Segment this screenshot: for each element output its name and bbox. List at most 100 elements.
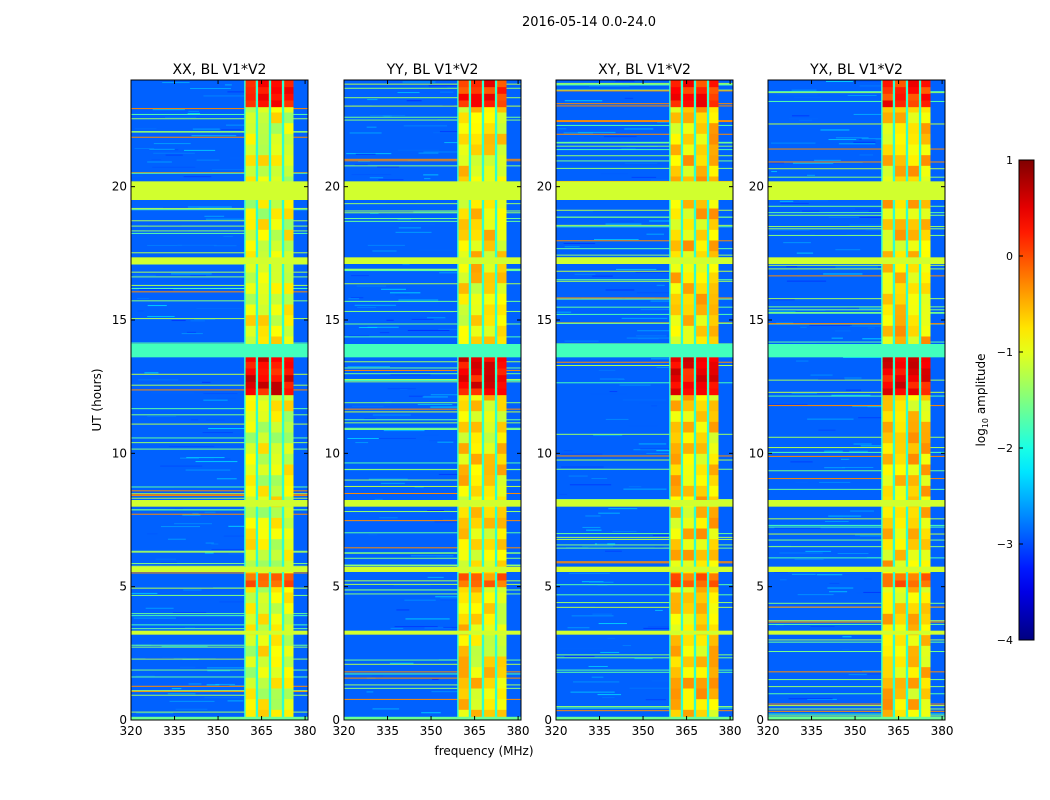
time-feature-edge bbox=[768, 716, 945, 720]
channel-cell bbox=[471, 656, 482, 668]
y-tick-label: 15 bbox=[537, 313, 552, 327]
streak-line bbox=[768, 671, 945, 673]
channel-cell bbox=[908, 421, 919, 433]
noise-cell bbox=[147, 415, 177, 417]
channel-cell bbox=[284, 432, 294, 444]
noise-cell bbox=[774, 527, 821, 529]
rfi-cell bbox=[271, 580, 282, 588]
rfi-cell bbox=[458, 388, 469, 396]
channel-cell bbox=[709, 645, 719, 657]
channel-cell bbox=[484, 421, 495, 433]
channel-cell bbox=[683, 645, 694, 657]
streak-line bbox=[556, 240, 733, 242]
channel-cell bbox=[258, 325, 269, 337]
streak-line bbox=[768, 312, 945, 314]
channel-cell bbox=[921, 485, 931, 497]
noise-cell bbox=[646, 233, 664, 235]
noise-cell bbox=[349, 463, 359, 465]
streak-line bbox=[768, 436, 945, 438]
y-tick-label: 20 bbox=[749, 180, 764, 194]
rfi-cell bbox=[696, 100, 707, 108]
noise-cell bbox=[636, 292, 682, 294]
noise-cell bbox=[844, 681, 862, 683]
noise-cell bbox=[651, 405, 658, 407]
rfi-cell bbox=[895, 573, 906, 581]
channel-cell bbox=[696, 250, 707, 262]
streak-line bbox=[556, 606, 733, 608]
channel-cell bbox=[258, 261, 269, 273]
channel-cell bbox=[458, 336, 469, 348]
channel-cell bbox=[458, 592, 469, 604]
noise-cell bbox=[419, 434, 439, 436]
noise-cell bbox=[133, 617, 176, 619]
rfi-cell bbox=[484, 93, 495, 101]
time-feature-enhanced-band bbox=[768, 344, 945, 358]
noise-cell bbox=[633, 449, 669, 451]
channel-cell bbox=[258, 272, 269, 284]
time-feature-flagged-band bbox=[131, 630, 308, 635]
streak-line bbox=[344, 83, 521, 85]
channel-cell bbox=[882, 677, 893, 689]
rfi-cell bbox=[484, 573, 495, 581]
noise-cell bbox=[814, 159, 841, 161]
x-axis-label: frequency (MHz) bbox=[434, 744, 533, 758]
channel-cell bbox=[882, 709, 893, 721]
channel-cell bbox=[921, 325, 931, 337]
channel-column-1 bbox=[882, 80, 893, 721]
noise-cell bbox=[371, 675, 384, 677]
channel-cell bbox=[683, 656, 694, 668]
rfi-cell bbox=[709, 388, 719, 396]
channel-cell bbox=[921, 453, 931, 465]
noise-cell bbox=[591, 478, 608, 480]
noise-cell bbox=[792, 162, 834, 164]
channel-cell bbox=[709, 464, 719, 476]
channel-cell bbox=[696, 709, 707, 721]
channel-cell bbox=[696, 432, 707, 444]
noise-cell bbox=[215, 683, 235, 685]
streak-line bbox=[556, 216, 733, 218]
streak-line bbox=[344, 429, 521, 431]
channel-cell bbox=[284, 261, 294, 273]
channel-cell bbox=[471, 506, 482, 518]
channel-cell bbox=[471, 464, 482, 476]
channel-cell bbox=[683, 250, 694, 262]
streak-line bbox=[131, 131, 308, 133]
channel-cell bbox=[882, 272, 893, 284]
channel-cell bbox=[882, 698, 893, 710]
heatmap-streaks bbox=[556, 82, 733, 712]
channel-cell bbox=[271, 133, 282, 145]
channel-cell bbox=[670, 400, 681, 412]
channel-cell bbox=[670, 474, 681, 486]
rfi-cell bbox=[271, 388, 282, 396]
time-feature-flagged-band bbox=[131, 257, 308, 264]
time-feature-flagged-band bbox=[556, 257, 733, 264]
rfi-cell bbox=[471, 100, 482, 108]
channel-cell bbox=[908, 240, 919, 252]
channel-cell bbox=[497, 677, 507, 689]
noise-cell bbox=[843, 356, 886, 358]
rfi-cell bbox=[696, 368, 707, 376]
channel-cell bbox=[895, 474, 906, 486]
streak-line bbox=[131, 615, 308, 617]
noise-cell bbox=[370, 212, 379, 214]
rfi-cell bbox=[284, 388, 294, 396]
time-feature-flagged-band bbox=[344, 181, 521, 200]
noise-cell bbox=[171, 320, 186, 322]
noise-cell bbox=[586, 529, 602, 531]
channel-cell bbox=[895, 698, 906, 710]
channel-cell bbox=[908, 442, 919, 454]
channel-cell bbox=[921, 304, 931, 316]
panel-frame bbox=[767, 79, 946, 721]
streak-line bbox=[131, 172, 308, 174]
noise-cell bbox=[563, 450, 573, 452]
channel-cell bbox=[683, 506, 694, 518]
rfi-cell bbox=[284, 573, 294, 581]
channel-cell bbox=[497, 336, 507, 348]
channel-cell bbox=[882, 538, 893, 550]
channel-cell bbox=[683, 336, 694, 348]
noise-cell bbox=[367, 99, 378, 101]
channel-cell bbox=[497, 144, 507, 156]
